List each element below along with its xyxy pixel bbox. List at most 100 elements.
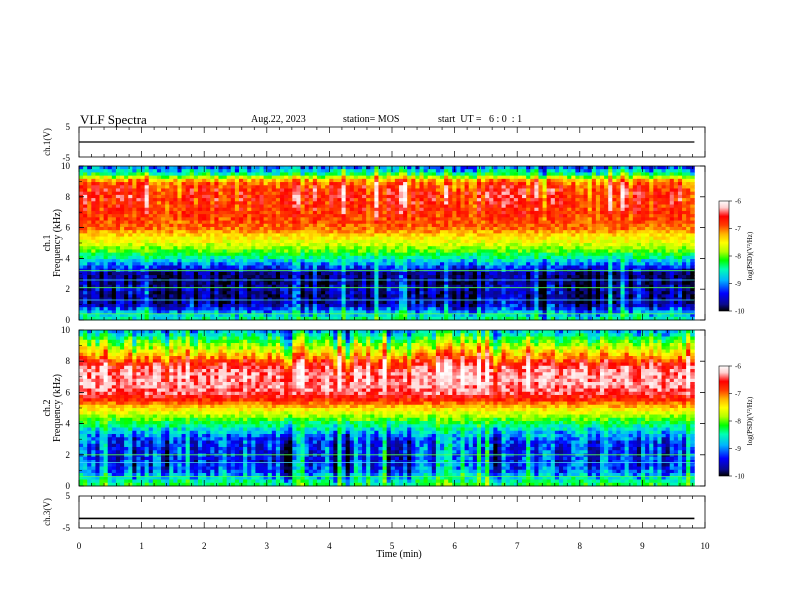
spectrogram-cell bbox=[403, 175, 408, 180]
spectrogram-cell bbox=[374, 172, 379, 177]
spectrogram-cell bbox=[394, 255, 400, 260]
spectrogram-cell bbox=[193, 207, 199, 212]
spectrogram-cell bbox=[210, 313, 215, 318]
spectrogram-cell bbox=[423, 169, 429, 173]
spectrogram-cell bbox=[452, 303, 457, 308]
spectrogram-cell bbox=[148, 246, 154, 250]
spectrogram-cell bbox=[181, 265, 187, 270]
spectrogram-cell bbox=[185, 255, 191, 260]
spectrogram-cell bbox=[173, 217, 178, 221]
spectrogram-cell bbox=[267, 207, 273, 212]
spectrogram-cell bbox=[460, 262, 466, 266]
spectrogram-cell bbox=[111, 217, 117, 221]
spectrogram-cell bbox=[329, 223, 334, 228]
spectrogram-cell bbox=[165, 188, 170, 193]
spectrogram-cell bbox=[243, 252, 248, 257]
spectrogram-cell bbox=[267, 188, 273, 193]
spectrogram-cell bbox=[136, 226, 141, 231]
spectrogram-cell bbox=[460, 201, 466, 205]
spectrogram-cell bbox=[99, 271, 105, 276]
spectrogram-cell bbox=[308, 252, 314, 257]
spectrogram-cell bbox=[222, 220, 228, 225]
spectrogram-cell bbox=[452, 194, 457, 199]
spectrogram-cell bbox=[288, 226, 293, 231]
spectrogram-cell bbox=[144, 275, 150, 279]
spectrogram-cell bbox=[493, 220, 498, 225]
spectrogram-cell bbox=[202, 198, 207, 202]
spectrogram-cell bbox=[152, 166, 158, 170]
spectrogram-cell bbox=[156, 233, 162, 237]
spectrogram-cell bbox=[444, 182, 449, 186]
spectrogram-cell bbox=[107, 166, 113, 170]
spectrogram-cell bbox=[403, 214, 408, 218]
spectrogram-cell bbox=[345, 275, 351, 279]
spectrogram-cell bbox=[152, 316, 158, 321]
spectrogram-cell bbox=[177, 307, 182, 311]
spectrogram-cell bbox=[111, 300, 117, 305]
spectrogram-cell bbox=[83, 214, 88, 218]
ch1-waveform-ylabel: ch.1(V) bbox=[42, 128, 52, 156]
spectrogram-cell bbox=[234, 294, 240, 298]
spectrogram-cell bbox=[107, 275, 113, 279]
spectrogram-cell bbox=[111, 185, 117, 189]
spectrogram-cell bbox=[489, 185, 494, 189]
spectrogram-cell bbox=[169, 172, 174, 177]
spectrogram-cell bbox=[95, 291, 100, 295]
spectrogram-cell bbox=[362, 297, 367, 302]
spectrogram-cell bbox=[280, 255, 285, 260]
spectrogram-cell bbox=[456, 217, 461, 221]
spectrogram-cell bbox=[173, 307, 178, 311]
spectrogram-cell bbox=[407, 310, 412, 314]
spectrogram-cell bbox=[202, 233, 207, 237]
spectrogram-cell bbox=[280, 201, 285, 205]
spectrogram-cell bbox=[464, 310, 470, 314]
spectrogram-cell bbox=[316, 185, 322, 189]
spectrogram-cell bbox=[193, 175, 199, 180]
spectrogram-cell bbox=[275, 214, 281, 218]
spectrogram-cell bbox=[87, 166, 92, 170]
spectrogram-cell bbox=[435, 230, 441, 234]
spectrogram-cell bbox=[210, 265, 215, 270]
spectrogram-cell bbox=[267, 175, 273, 180]
spectrogram-cell bbox=[206, 226, 211, 231]
spectrogram-cell bbox=[292, 316, 297, 321]
spectrogram-cell bbox=[423, 198, 429, 202]
spectrogram-cell bbox=[403, 188, 408, 193]
spectrogram-cell bbox=[124, 287, 129, 292]
spectrogram-cell bbox=[316, 230, 322, 234]
spectrogram-cell bbox=[284, 239, 289, 244]
spectrogram-cell bbox=[214, 259, 219, 263]
spectrogram-cell bbox=[124, 230, 129, 234]
start-ut-label: start UT = 6 : 0 : 1 bbox=[438, 114, 523, 125]
spectrogram-cell bbox=[411, 246, 416, 250]
spectrogram-cell bbox=[390, 252, 396, 257]
spectrogram-cell bbox=[136, 307, 141, 311]
spectrogram-cell bbox=[177, 246, 182, 250]
spectrogram-cell bbox=[325, 169, 330, 173]
spectrogram-cell bbox=[206, 182, 211, 186]
spectrogram-cell bbox=[197, 262, 203, 266]
spectrogram-cell bbox=[144, 300, 150, 305]
spectrogram-cell bbox=[390, 287, 396, 292]
spectrogram-cell bbox=[222, 271, 228, 276]
spectrogram-cell bbox=[284, 310, 289, 314]
spectrogram-cell bbox=[230, 185, 236, 189]
spectrogram-cell bbox=[427, 243, 433, 247]
spectrogram-cell bbox=[259, 265, 265, 270]
spectrogram-cell bbox=[464, 194, 470, 199]
spectrogram-cell bbox=[280, 194, 285, 199]
spectrogram-cell bbox=[280, 316, 285, 321]
spectrogram-cell bbox=[140, 172, 146, 177]
spectrogram-cell bbox=[87, 313, 92, 318]
spectrogram-cell bbox=[148, 287, 154, 292]
spectrogram-cell bbox=[304, 220, 310, 225]
spectrogram-cell bbox=[435, 239, 441, 244]
spectrogram-cell bbox=[411, 243, 416, 247]
spectrogram-cell bbox=[333, 316, 338, 321]
spectrogram-cell bbox=[128, 182, 133, 186]
spectrogram-cell bbox=[304, 188, 310, 193]
spectrogram-cell bbox=[460, 236, 466, 241]
spectrogram-cell bbox=[394, 210, 400, 215]
spectrogram-cell bbox=[99, 223, 105, 228]
spectrogram-cell bbox=[448, 307, 453, 311]
